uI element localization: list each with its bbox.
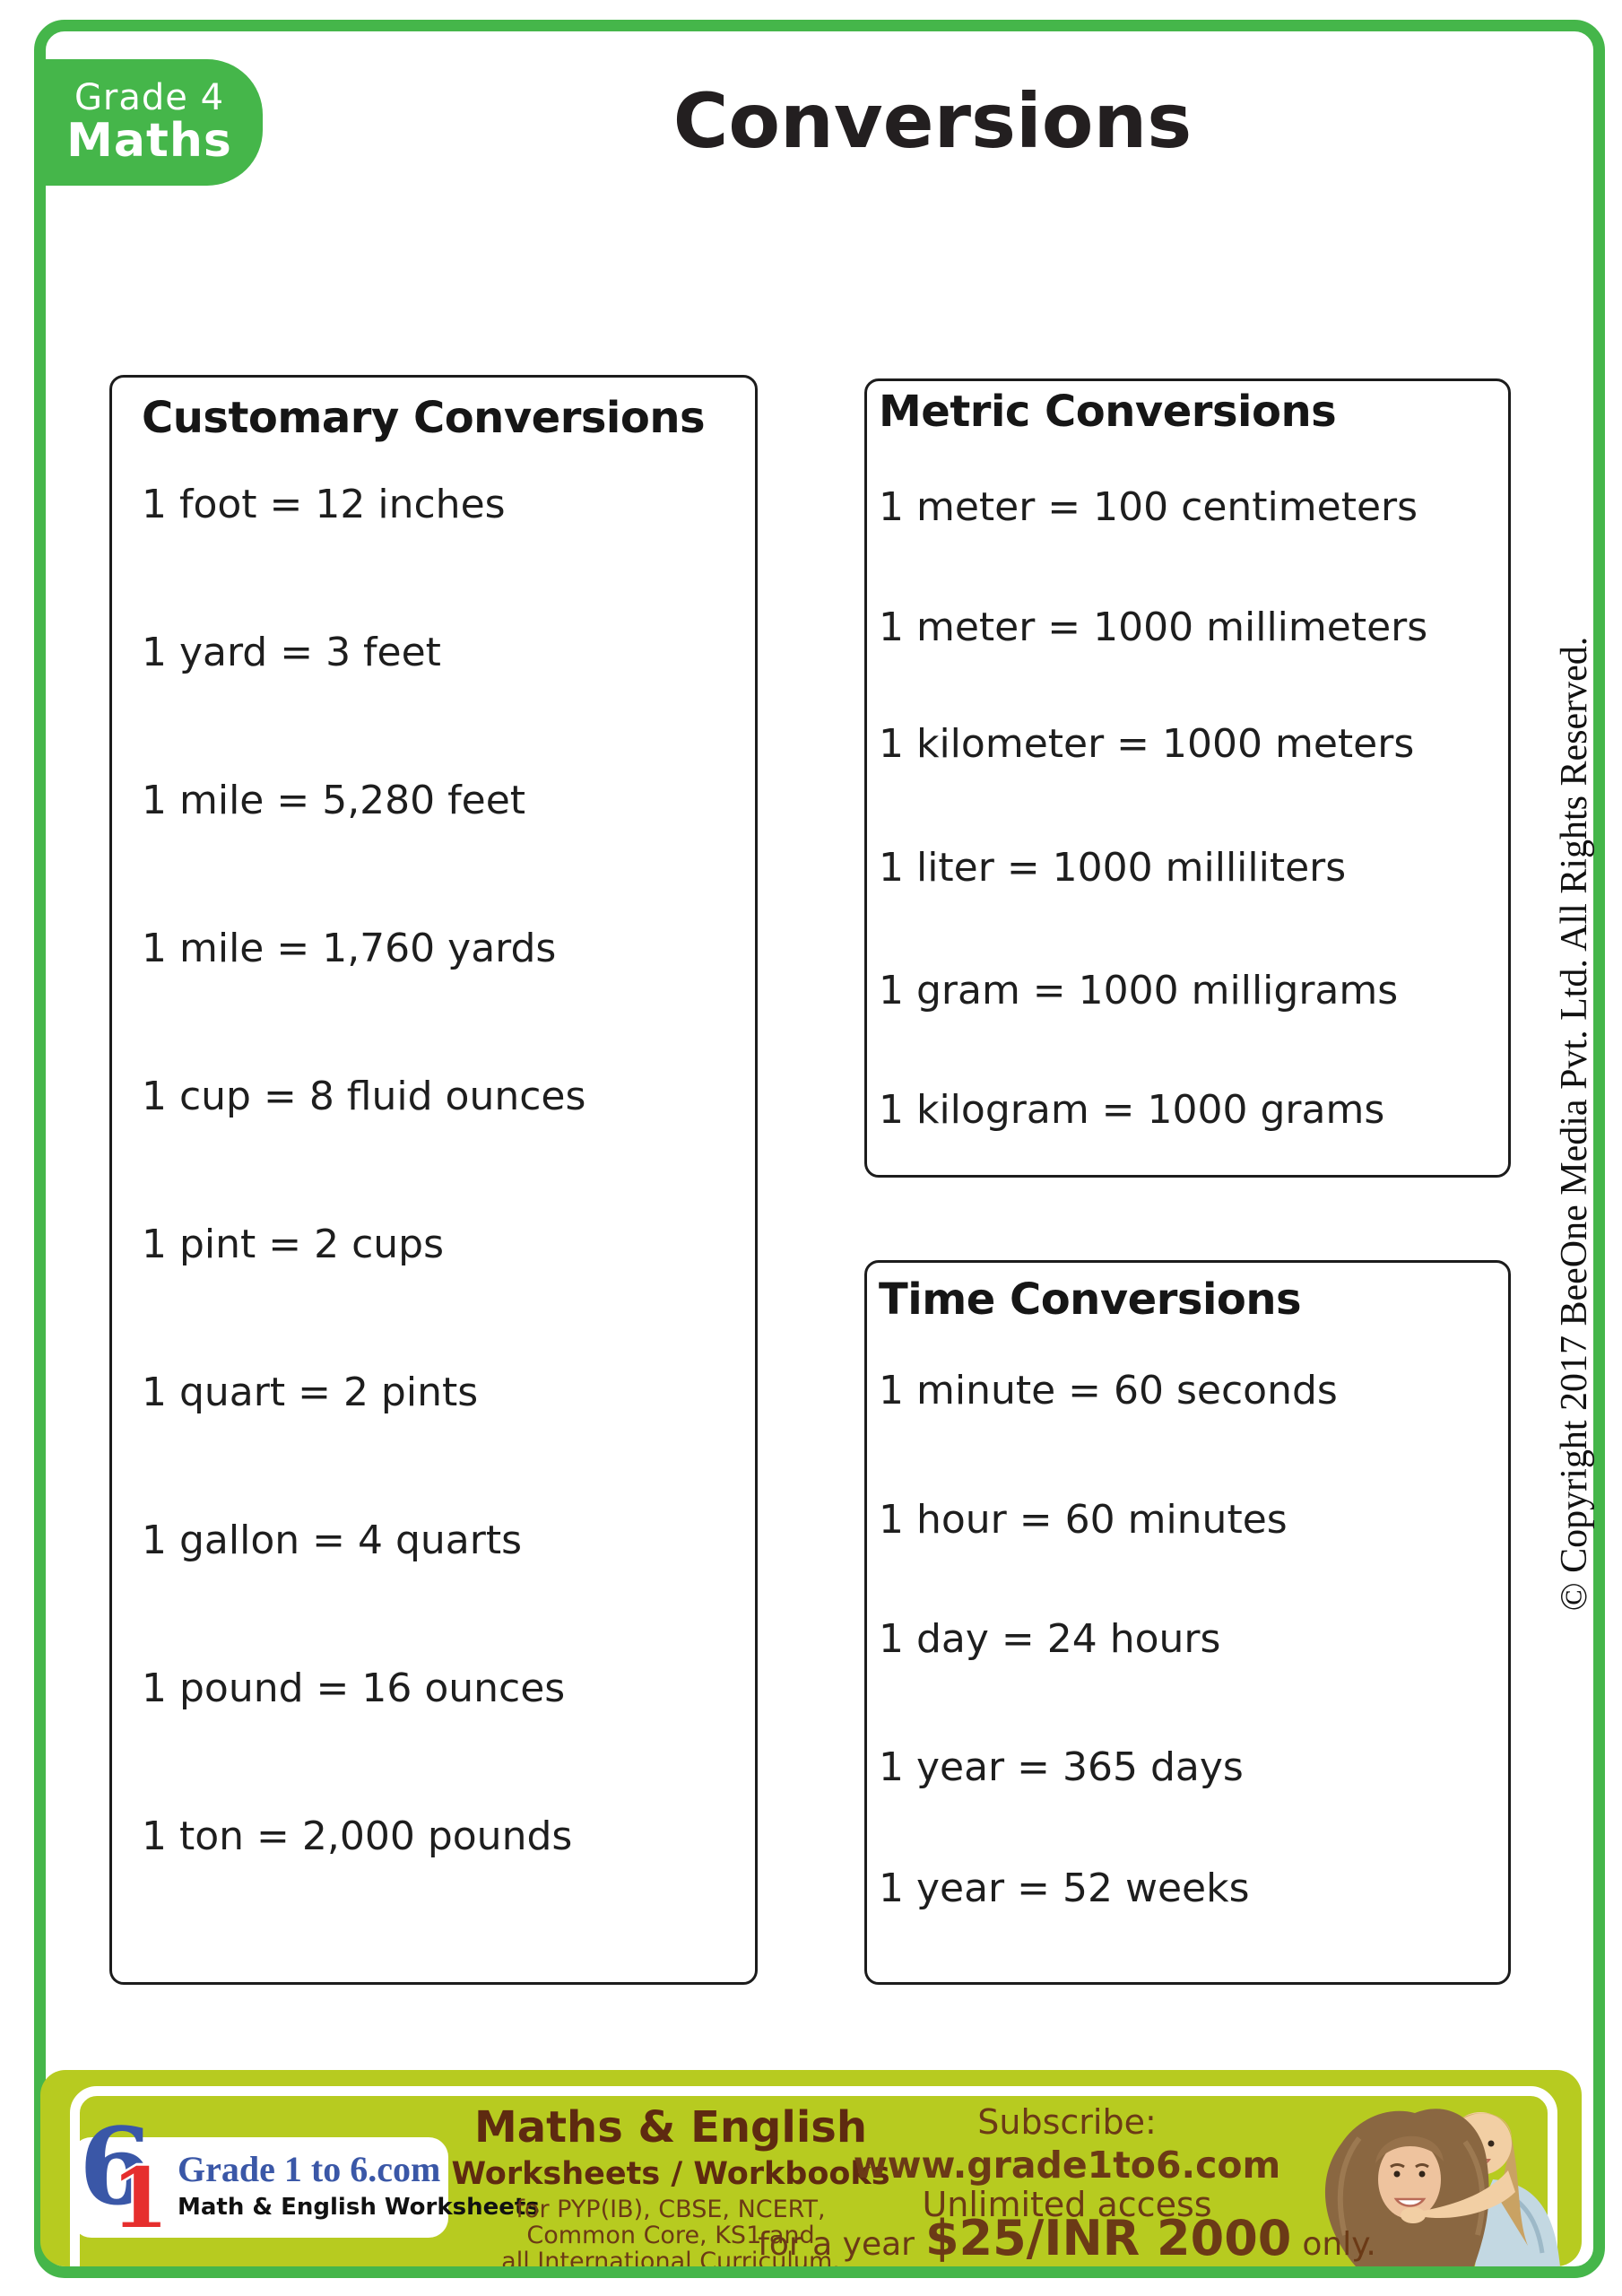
metric-item: 1 gram = 1000 milligrams (879, 968, 1399, 1013)
promo-heading: Maths & English (473, 2102, 868, 2152)
subscribe-price-row: for a year $25/INR 2000 only. (758, 2210, 1376, 2266)
customary-item: 1 quart = 2 pints (142, 1370, 479, 1415)
price-amount: $25/INR 2000 (924, 2210, 1292, 2266)
metric-item: 1 liter = 1000 milliliters (879, 845, 1347, 891)
grade-badge-grade: Grade 4 (74, 77, 225, 119)
customary-item: 1 gallon = 4 quarts (142, 1518, 522, 1563)
grade-badge-subject: Maths (66, 114, 232, 169)
customary-item: 1 pound = 16 ounces (142, 1665, 566, 1711)
footer-banner: 6 1 Grade 1 to 6.com Math & English Work… (40, 2070, 1582, 2266)
time-item: 1 minute = 60 seconds (879, 1368, 1338, 1413)
time-item: 1 year = 365 days (879, 1744, 1244, 1790)
customary-item: 1 pint = 2 cups (142, 1222, 445, 1267)
metric-item: 1 meter = 100 centimeters (879, 484, 1418, 530)
footer-promo: Maths & English Worksheets / Workbooks f… (447, 2070, 895, 2266)
footer-subscribe: Subscribe: www.grade1to6.com Unlimited a… (758, 2070, 1376, 2266)
promo-subheading: Worksheets / Workbooks (451, 2156, 890, 2192)
logo-site-name: Grade 1 to 6.com (178, 2149, 441, 2189)
customary-conversions-box (109, 375, 758, 1985)
promo-line: all International Curriculum. (501, 2248, 840, 2266)
mother-child-photo (1324, 2109, 1560, 2266)
promo-line: for PYP(IB), CBSE, NCERT, (516, 2196, 826, 2223)
subscribe-access: Unlimited access (922, 2185, 1212, 2224)
metric-item: 1 kilometer = 1000 meters (879, 721, 1415, 767)
metric-heading: Metric Conversions (879, 387, 1337, 437)
time-conversions-box (864, 1260, 1511, 1985)
page-title: Conversions (672, 77, 1193, 165)
time-item: 1 day = 24 hours (879, 1616, 1221, 1662)
customary-item: 1 cup = 8 fluid ounces (142, 1074, 586, 1119)
logo-numeral-one-icon: 1 (111, 2150, 169, 2247)
time-item: 1 year = 52 weeks (879, 1866, 1250, 1911)
subscribe-url: www.grade1to6.com (853, 2144, 1281, 2187)
time-item: 1 hour = 60 minutes (879, 1497, 1288, 1543)
time-heading: Time Conversions (879, 1274, 1302, 1325)
logo-numeral-six-icon: 6 (79, 2104, 153, 2229)
page-border-frame (34, 20, 1605, 2278)
subscribe-label: Subscribe: (977, 2102, 1157, 2142)
customary-item: 1 yard = 3 feet (142, 630, 441, 675)
logo-tagline: Math & English Worksheets (178, 2194, 540, 2221)
customary-item: 1 foot = 12 inches (142, 482, 506, 527)
grade1to6-logo: 6 1 Grade 1 to 6.com Math & English Work… (72, 2114, 540, 2247)
logo-text-block: Grade 1 to 6.com Math & English Workshee… (178, 2148, 540, 2221)
copyright-notice: © Copyright 2017 BeeOne Media Pvt. Ltd. … (1554, 636, 1595, 1612)
metric-conversions-box (864, 378, 1511, 1178)
customary-item: 1 ton = 2,000 pounds (142, 1813, 573, 1859)
customary-heading: Customary Conversions (142, 393, 706, 443)
price-prefix: for a year (758, 2226, 915, 2263)
promo-line: Common Core, KS1 and (526, 2222, 815, 2249)
metric-item: 1 kilogram = 1000 grams (879, 1087, 1385, 1133)
grade-badge: Grade 4 Maths (36, 59, 263, 186)
customary-item: 1 mile = 1,760 yards (142, 926, 557, 971)
metric-item: 1 meter = 1000 millimeters (879, 604, 1428, 650)
customary-item: 1 mile = 5,280 feet (142, 778, 526, 823)
price-suffix: only. (1302, 2226, 1376, 2263)
